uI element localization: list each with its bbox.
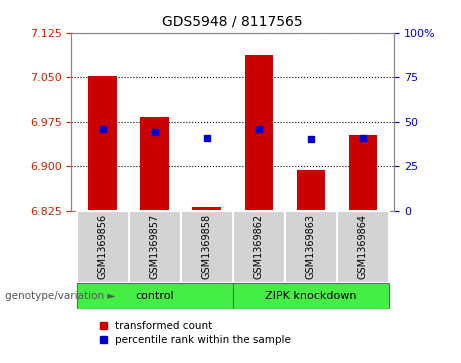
Text: GSM1369858: GSM1369858 [202,214,212,280]
Bar [77,283,233,309]
Text: GSM1369862: GSM1369862 [254,214,264,280]
Bar [296,170,325,211]
Text: GSM1369856: GSM1369856 [98,214,108,280]
Text: control: control [136,291,174,301]
Bar [141,118,169,211]
Bar [193,207,221,211]
Text: genotype/variation ►: genotype/variation ► [5,291,115,301]
Text: ZIPK knockdown: ZIPK knockdown [265,291,357,301]
Legend: transformed count, percentile rank within the sample: transformed count, percentile rank withi… [100,321,291,345]
Bar [285,211,337,283]
Bar [337,211,389,283]
Text: GSM1369857: GSM1369857 [150,214,160,280]
Title: GDS5948 / 8117565: GDS5948 / 8117565 [162,15,303,29]
Bar [349,135,377,211]
Bar [77,211,129,283]
Text: GSM1369864: GSM1369864 [358,214,368,280]
Bar [129,211,181,283]
Bar [181,211,233,283]
Text: GSM1369863: GSM1369863 [306,214,316,280]
Bar [233,283,389,309]
Bar [244,54,273,211]
Bar [233,211,285,283]
Bar [89,76,117,211]
